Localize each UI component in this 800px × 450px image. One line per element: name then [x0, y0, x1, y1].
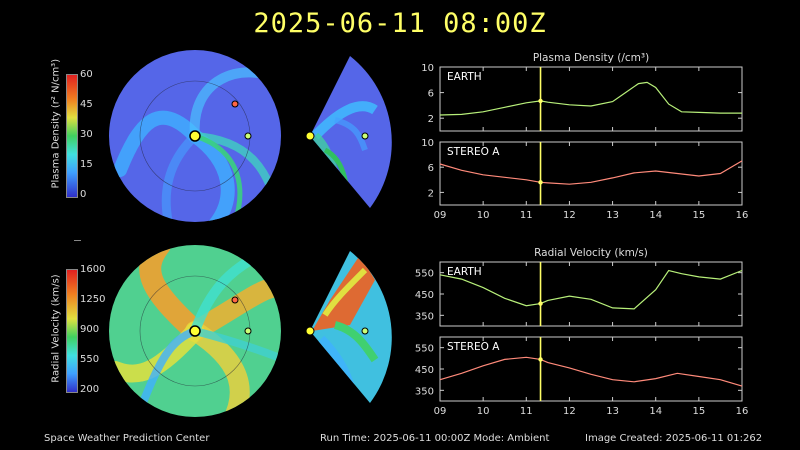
velocity-colorbar-label: Radial Velocity (km/s) — [50, 274, 62, 383]
x-tick-label: 11 — [520, 210, 533, 221]
density-wedge — [310, 56, 392, 208]
current-value-dot — [538, 180, 543, 185]
time-series-plots: Plasma Density (/cm³) EARTH 10 6 2 STEREO A 10… — [415, 52, 749, 417]
velocity-cbar-tick: 200 — [80, 384, 100, 395]
x-tick-label: 14 — [649, 406, 662, 417]
y-tick-label: 550 — [415, 269, 434, 280]
panel-label: EARTH — [447, 71, 482, 83]
velocity-colorbar — [66, 269, 78, 393]
y-tick-label: 2 — [428, 114, 434, 125]
footer-runtime: Run Time: 2025-06-11 00:00Z Mode: Ambien… — [320, 433, 550, 444]
series-line-earth — [439, 81, 742, 116]
x-tick-label: 11 — [520, 406, 533, 417]
plot-title: Plasma Density (/cm³) — [533, 52, 649, 64]
plot-title: Radial Velocity (km/s) — [534, 247, 648, 259]
density-cbar-tick: 15 — [80, 159, 93, 170]
x-tick-label: 12 — [563, 210, 576, 221]
y-tick-label: 2 — [428, 188, 434, 199]
plot-frame — [439, 261, 743, 327]
y-tick-label: 6 — [428, 163, 434, 174]
y-tick-label: 550 — [415, 344, 434, 355]
y-tick-label: 350 — [415, 311, 434, 322]
panel-label: STEREO A — [447, 146, 500, 158]
velocity-cbar-tick: 900 — [80, 324, 100, 335]
y-tick-label: 10 — [421, 63, 434, 74]
stereo-marker — [231, 100, 239, 108]
plot-frame — [439, 66, 743, 132]
density-cbar-tick: 0 — [80, 189, 87, 200]
series-line-earth — [439, 269, 743, 310]
current-value-dot — [538, 301, 543, 306]
x-tick-label: 09 — [434, 210, 447, 221]
x-tick-label: 13 — [606, 210, 619, 221]
x-tick-label: 10 — [477, 210, 490, 221]
y-tick-label: 10 — [421, 138, 434, 149]
velocity-disk — [109, 245, 281, 417]
y-tick-label: 6 — [428, 89, 434, 100]
y-tick-label: 450 — [415, 290, 434, 301]
x-tick-label: 15 — [692, 210, 705, 221]
velocity-cbar-tick: 550 — [80, 354, 100, 365]
density-colorbar-label: Plasma Density (r² N/cm³) — [50, 58, 62, 189]
velocity-wedge — [310, 251, 392, 403]
x-tick-label: 13 — [606, 406, 619, 417]
footer-org: Space Weather Prediction Center — [44, 433, 210, 444]
x-tick-label: 12 — [563, 406, 576, 417]
density-cbar-tick: 60 — [80, 69, 93, 80]
panel-label: EARTH — [447, 266, 482, 278]
x-tick-label: 09 — [434, 406, 447, 417]
earth-marker — [244, 132, 252, 140]
panel-label: STEREO A — [447, 341, 500, 353]
x-tick-label: 16 — [736, 210, 749, 221]
x-tick-label: 10 — [477, 406, 490, 417]
separator-dash — [74, 240, 81, 241]
density-cbar-tick: 30 — [80, 129, 93, 140]
x-tick-label: 15 — [692, 406, 705, 417]
y-tick-label: 350 — [415, 386, 434, 397]
y-tick-label: 450 — [415, 365, 434, 376]
velocity-cbar-tick: 1600 — [80, 264, 106, 275]
x-tick-label: 16 — [736, 406, 749, 417]
series-line-stereo-a — [439, 160, 743, 185]
x-tick-label: 14 — [649, 210, 662, 221]
page-title: 2025-06-11 08:00Z — [253, 8, 547, 39]
density-cbar-tick: 45 — [80, 99, 93, 110]
series-line-stereo-a — [439, 356, 743, 387]
plot-frame — [439, 141, 743, 206]
current-value-dot — [538, 98, 543, 104]
footer-created: Image Created: 2025-06-11 01:262 — [585, 433, 763, 444]
velocity-cbar-tick: 1250 — [80, 294, 106, 305]
density-disk — [109, 50, 281, 222]
current-value-dot — [538, 357, 543, 362]
sun-marker — [189, 130, 201, 142]
density-colorbar — [66, 74, 78, 198]
simulation-panels — [109, 50, 392, 417]
